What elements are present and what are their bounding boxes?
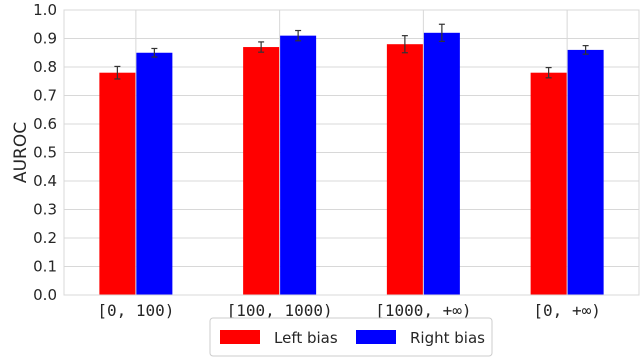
y-axis-label: AUROC (11, 122, 31, 183)
y-axis-ticks: 0.0 0.1 0.2 0.3 0.4 0.5 0.6 0.7 0.8 0.9 1.0 (33, 1, 57, 304)
y-tick-label: 0.5 (33, 144, 57, 162)
legend-label: Left bias (274, 329, 338, 347)
plot-frame (63, 9, 640, 296)
y-tick-label: 0.3 (33, 201, 57, 219)
legend: Left bias Right bias (209, 317, 493, 357)
bar-left-bias (386, 44, 423, 296)
x-tick-label: [1000, +∞) (375, 301, 471, 320)
x-tick-label: [0, 100) (97, 301, 174, 320)
y-tick-label: 1.0 (33, 1, 57, 19)
y-tick-label: 0.6 (33, 115, 57, 133)
bar-left-bias (530, 72, 567, 295)
bar-right-bias (280, 35, 317, 296)
y-tick-label: 0.4 (33, 172, 57, 190)
legend-swatch-right-bias (356, 330, 396, 344)
legend-label: Right bias (410, 329, 485, 347)
y-tick-label: 0.7 (33, 87, 57, 105)
bar-left-bias (99, 72, 136, 295)
bars (99, 32, 604, 296)
bar-right-bias (567, 49, 604, 296)
error-bars (114, 23, 589, 80)
x-tick-label: [0, +∞) (533, 301, 600, 320)
bar-right-bias (423, 32, 460, 296)
y-tick-label: 0.0 (33, 286, 57, 304)
legend-box (209, 317, 493, 357)
y-tick-label: 0.1 (33, 258, 57, 276)
y-tick-label: 0.8 (33, 58, 57, 76)
bar-left-bias (243, 47, 280, 295)
y-tick-label: 0.9 (33, 30, 57, 48)
y-tick-label: 0.2 (33, 229, 57, 247)
legend-swatch-left-bias (220, 330, 260, 344)
bar-right-bias (136, 52, 173, 295)
x-axis-ticks: [0, 100) [100, 1000) [1000, +∞) [0, +∞) (97, 301, 601, 320)
x-tick-label: [100, 1000) (227, 301, 333, 320)
